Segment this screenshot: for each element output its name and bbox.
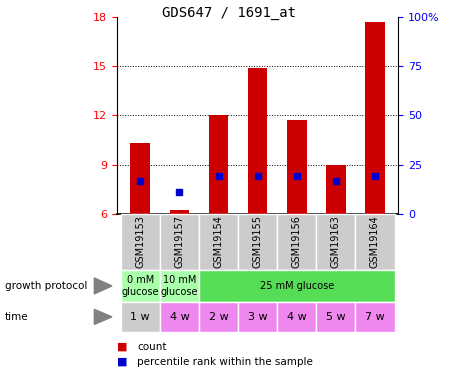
Text: 0 mM
glucose: 0 mM glucose <box>121 275 159 297</box>
Text: 10 mM
glucose: 10 mM glucose <box>161 275 198 297</box>
Bar <box>160 270 199 302</box>
Text: 3 w: 3 w <box>248 312 267 322</box>
Text: ■: ■ <box>117 357 127 367</box>
Text: GSM19164: GSM19164 <box>370 216 380 268</box>
Bar <box>121 214 160 270</box>
Bar <box>160 302 199 332</box>
Bar <box>316 214 355 270</box>
Bar <box>160 214 199 270</box>
Bar <box>326 165 346 214</box>
Text: GSM19155: GSM19155 <box>253 215 262 268</box>
Text: 25 mM glucose: 25 mM glucose <box>260 281 334 291</box>
Text: percentile rank within the sample: percentile rank within the sample <box>137 357 313 367</box>
Bar <box>316 302 355 332</box>
Bar <box>199 270 394 302</box>
Text: 2 w: 2 w <box>209 312 229 322</box>
Bar <box>209 116 228 214</box>
Text: ■: ■ <box>117 342 127 352</box>
Bar <box>131 143 150 214</box>
Polygon shape <box>94 278 112 294</box>
Text: GSM19156: GSM19156 <box>292 215 302 268</box>
Bar <box>365 22 385 214</box>
Text: GSM19157: GSM19157 <box>174 215 185 268</box>
Text: 5 w: 5 w <box>326 312 346 322</box>
Text: 4 w: 4 w <box>169 312 189 322</box>
Text: time: time <box>5 312 28 322</box>
Text: GDS647 / 1691_at: GDS647 / 1691_at <box>162 6 296 20</box>
Text: GSM19153: GSM19153 <box>135 215 145 268</box>
Text: GSM19163: GSM19163 <box>331 216 341 268</box>
Text: 1 w: 1 w <box>131 312 150 322</box>
Text: growth protocol: growth protocol <box>5 281 87 291</box>
Polygon shape <box>94 309 112 324</box>
Bar <box>121 270 160 302</box>
Bar <box>277 214 316 270</box>
Text: 7 w: 7 w <box>365 312 385 322</box>
Bar <box>355 214 394 270</box>
Bar <box>287 120 306 214</box>
Bar <box>199 214 238 270</box>
Bar <box>199 302 238 332</box>
Bar <box>169 210 189 214</box>
Bar <box>355 302 394 332</box>
Text: 4 w: 4 w <box>287 312 306 322</box>
Bar <box>238 302 277 332</box>
Text: count: count <box>137 342 167 352</box>
Text: GSM19154: GSM19154 <box>213 215 224 268</box>
Bar <box>238 214 277 270</box>
Bar <box>121 302 160 332</box>
Bar <box>277 302 316 332</box>
Bar <box>248 68 267 214</box>
